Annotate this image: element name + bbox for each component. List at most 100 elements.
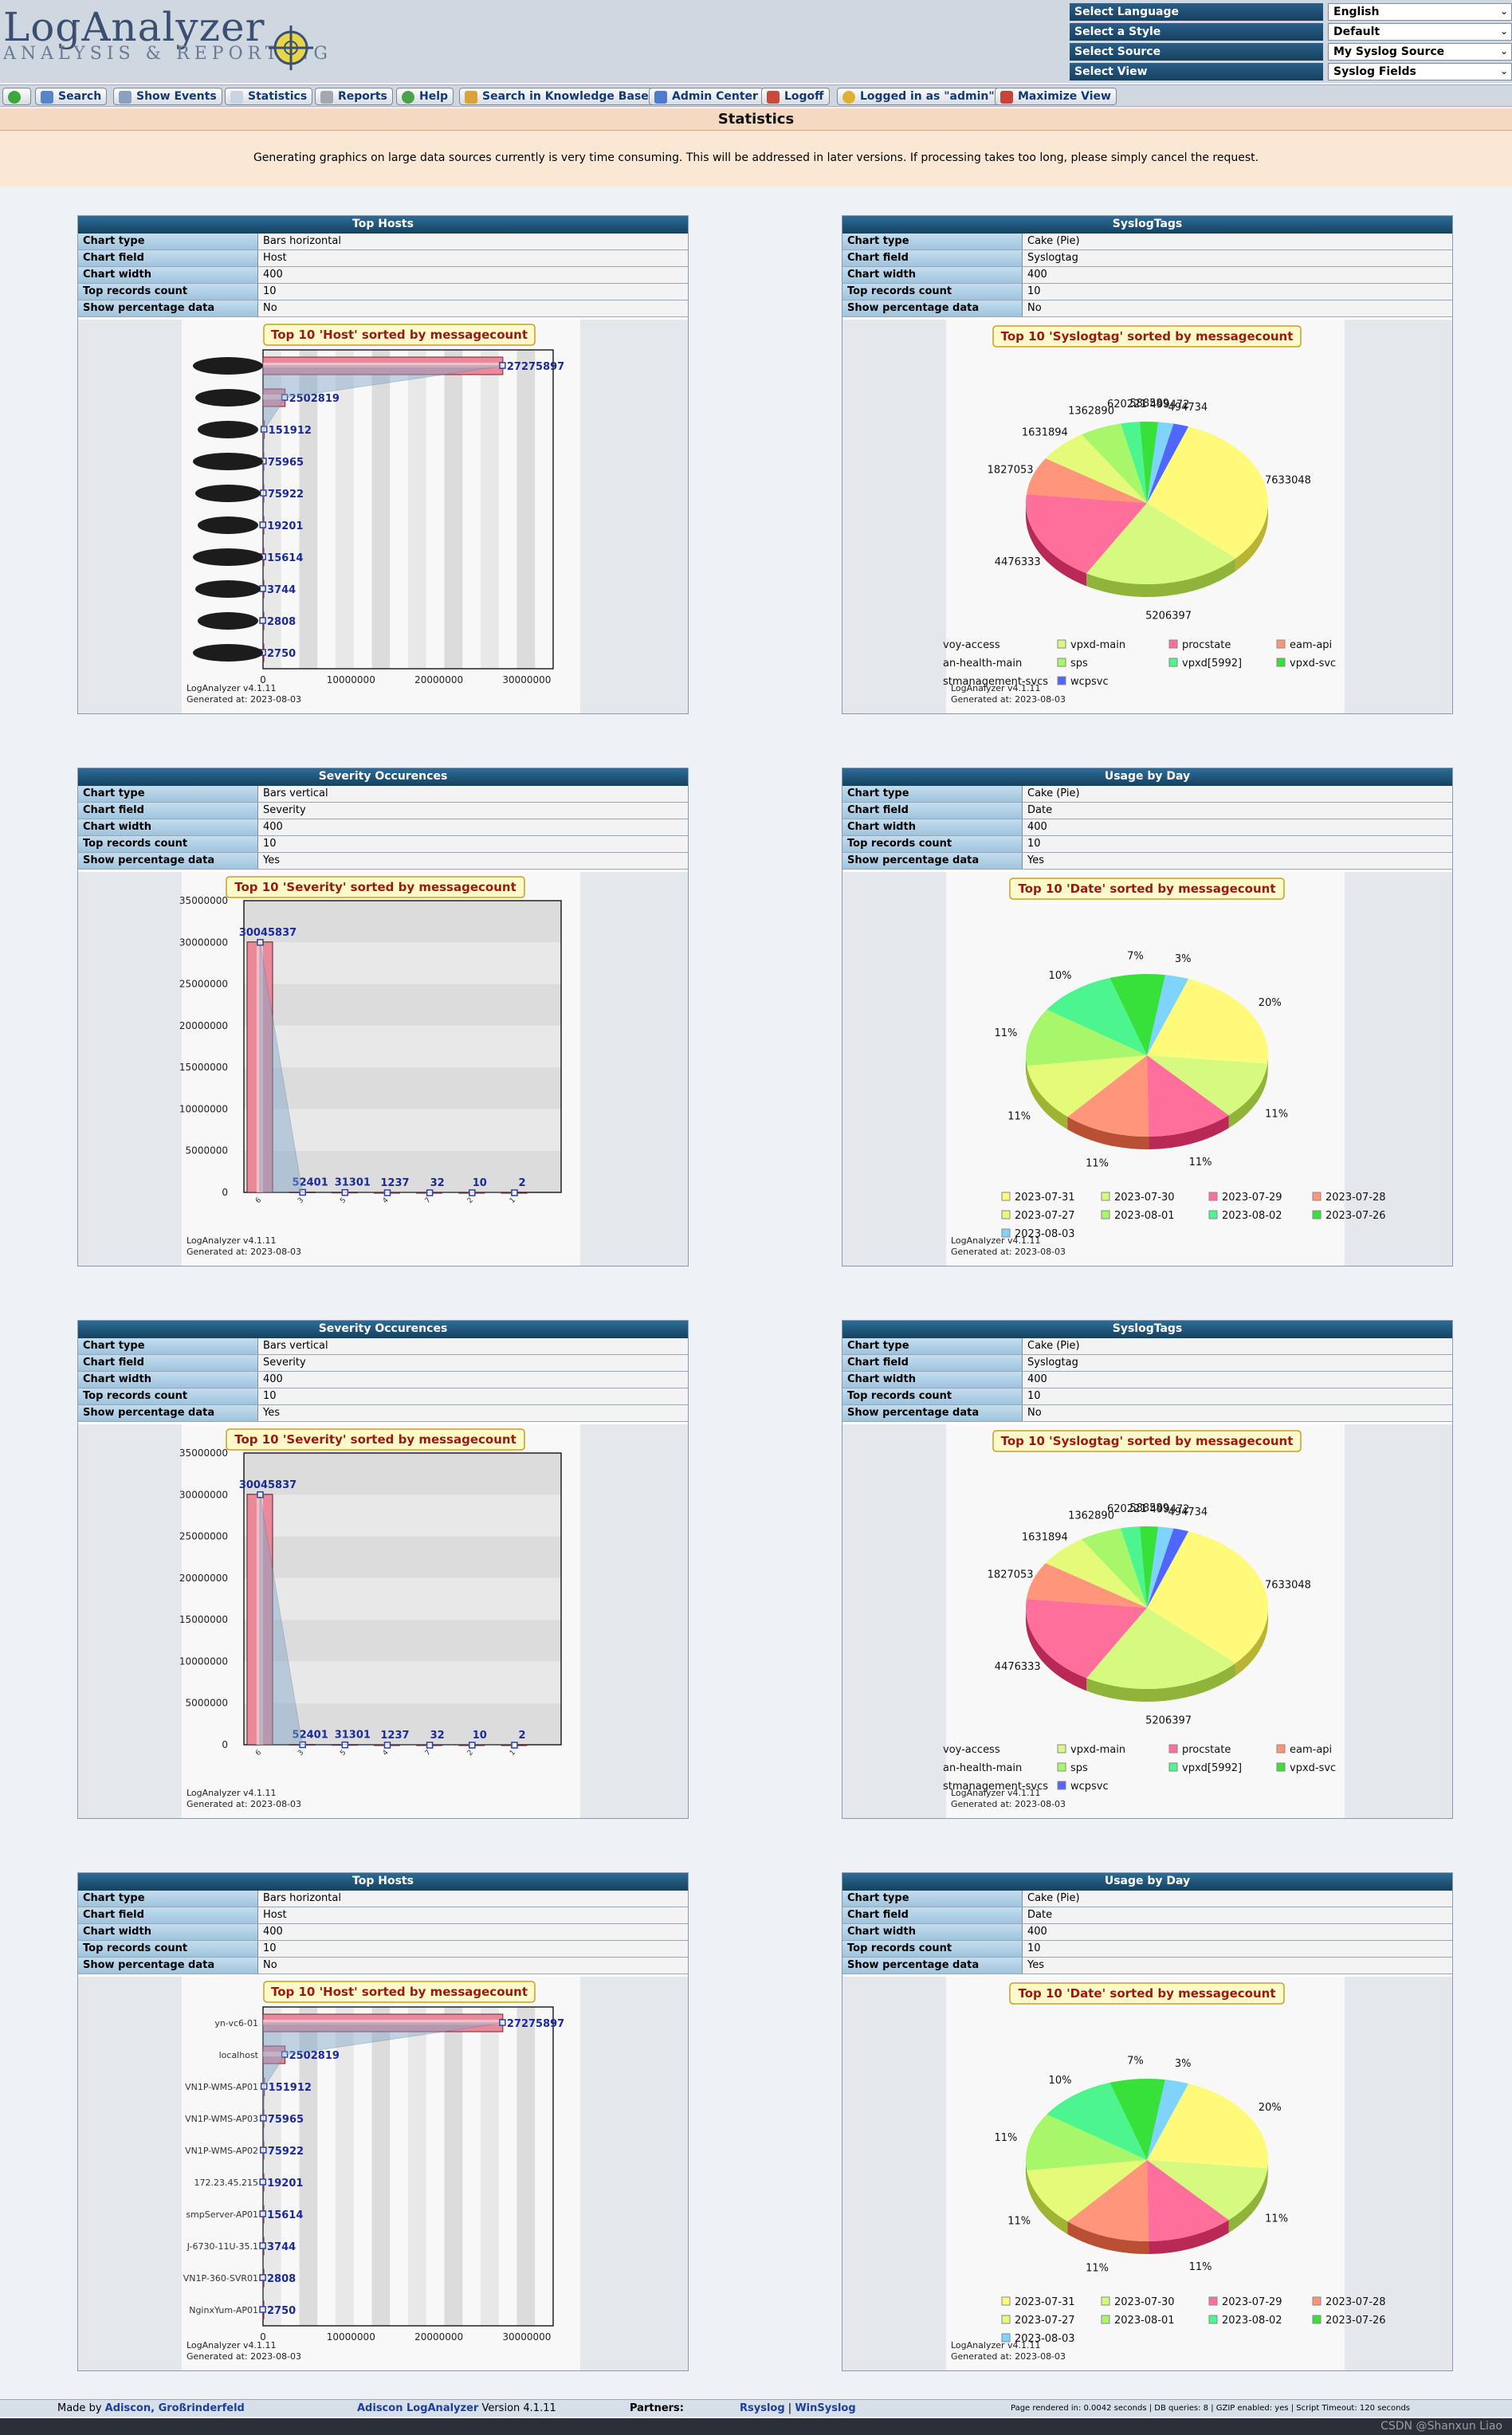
field-label: Top records count (842, 1941, 1023, 1957)
style-label: Select a Style (1070, 23, 1323, 41)
legend-label: 2023-08-02 (1222, 1210, 1282, 1222)
menu-show-events-button[interactable]: Show Events (113, 88, 222, 105)
field-value: Syslogtag (1023, 250, 1452, 266)
panel-field-row: Chart width 400 (78, 1372, 688, 1388)
pie-slice (1045, 434, 1147, 503)
trend-area (259, 1494, 515, 1746)
legend-swatch (1001, 2296, 1011, 2306)
chart-title-box (226, 876, 525, 898)
language-selector: Select Language English ⌄ (1070, 3, 1512, 21)
legend-label: vpxd[5992] (1182, 658, 1242, 670)
field-label: Chart field (78, 250, 258, 266)
grid-stripe (371, 2007, 391, 2326)
panel-field-row: Chart field Severity (78, 803, 688, 819)
pie-slice-label: 20% (1259, 2102, 1282, 2114)
bar-value-label: 15614 (267, 552, 303, 564)
panel-field-row: Chart field Host (78, 1907, 688, 1924)
winsyslog-link[interactable]: WinSyslog (795, 2402, 856, 2414)
pie-slice (1086, 1608, 1236, 1689)
bar-highlight (257, 941, 263, 1192)
redacted-host-label (193, 357, 263, 375)
y-tick-label: 20000000 (179, 1020, 228, 1031)
bar-value-label: 31301 (335, 1730, 371, 1742)
redacted-host-label (198, 516, 258, 534)
menu-maximize-view-button[interactable]: Maximize View (995, 88, 1117, 105)
pie-slice-label: 7% (1127, 950, 1144, 962)
menu-statistics-button[interactable]: Statistics (225, 88, 313, 105)
plot-frame (243, 900, 562, 1193)
statistics-panel: Severity Occurences Chart type Bars vertic… (77, 768, 689, 1267)
panel-field-row: Show percentage data No (842, 300, 1452, 317)
bar-highlight (263, 395, 285, 399)
menu-help-button[interactable]: Help (396, 88, 454, 105)
bar-marker (383, 1189, 391, 1196)
bar-value-label: 32 (430, 1177, 445, 1189)
menu-reports-button[interactable]: Reports (315, 88, 393, 105)
pie-slice (1026, 1563, 1147, 1608)
menu-label: Logoff (784, 90, 824, 103)
menu-admin-center-button[interactable]: Admin Center (649, 88, 764, 105)
bar-marker (499, 362, 506, 369)
pie-slice (1026, 2114, 1147, 2171)
field-value: 400 (1023, 1924, 1452, 1940)
x-tick-label: 20000000 (414, 674, 463, 685)
menu-logoff-button[interactable]: Logoff (761, 88, 830, 105)
pie-slice-side (1267, 1055, 1268, 1077)
footer-made-by: Made by Adiscon, Großrinderfeld (57, 2402, 245, 2414)
redacted-host-label (195, 580, 261, 598)
language-select[interactable]: English ⌄ (1328, 3, 1512, 21)
help-icon (402, 91, 414, 104)
grid-stripe (336, 350, 354, 669)
grid-band (244, 942, 561, 984)
legend-swatch (1208, 2296, 1218, 2306)
legend-swatch (1168, 1744, 1178, 1754)
legend-label: vpxd[5992] (1182, 1762, 1242, 1774)
grid-stripe (408, 350, 426, 669)
field-value: 10 (1023, 1388, 1452, 1404)
view-select[interactable]: Syslog Fields ⌄ (1328, 63, 1512, 81)
style-select[interactable]: Default ⌄ (1328, 23, 1512, 41)
pie-slice-side (1027, 2170, 1068, 2235)
menu-logged-in-button[interactable]: Logged in as "admin" (837, 88, 1000, 105)
field-value: Severity (258, 1355, 688, 1371)
pie-slice-side (1026, 1608, 1087, 1691)
trend-area (262, 365, 503, 654)
bar-value-label: 52401 (293, 1729, 328, 1741)
bar-value-label: 2502819 (289, 393, 340, 405)
pie-slice-side (1026, 1055, 1027, 1079)
grid-stripe (336, 2007, 354, 2326)
chart: Top 10 'Syslogtag' sorted by messagecoun… (943, 320, 1345, 713)
y-tick-label: 5000000 (186, 1145, 228, 1157)
redacted-host-label (195, 485, 261, 502)
pie-slice-label: 499472 (1150, 399, 1190, 411)
home-icon (8, 91, 21, 104)
view-selector: Select View Syslog Fields ⌄ (1070, 63, 1512, 81)
x-tick-label: 10000000 (327, 674, 375, 685)
field-label: Chart width (78, 267, 258, 283)
rsyslog-link[interactable]: Rsyslog (740, 2402, 785, 2414)
bar-value-label: 75965 (268, 457, 304, 469)
category-label: 1 (509, 1749, 517, 1758)
category-label: 4 (382, 1196, 391, 1205)
menu-home-button[interactable] (2, 88, 31, 105)
panel-field-row: Chart field Host (78, 250, 688, 267)
panel-field-row: Top records count 10 (842, 1941, 1452, 1958)
legend-label: 2023-07-27 (1015, 1210, 1075, 1222)
y-tick-label: 30000000 (179, 937, 228, 948)
legend-swatch (1101, 1210, 1110, 1219)
source-select[interactable]: My Syslog Source ⌄ (1328, 43, 1512, 61)
statistics-panel: Usage by Day Chart type Cake (Pie) Chart fi… (842, 768, 1453, 1267)
product-link[interactable]: Adiscon LogAnalyzer (357, 2402, 479, 2414)
y-tick-label: 15000000 (179, 1614, 228, 1625)
field-label: Top records count (842, 284, 1023, 300)
grid-band (244, 1703, 561, 1745)
category-label: localhost (219, 2050, 259, 2060)
chart-footer-generated: Generated at: 2023-08-03 (187, 1247, 301, 1257)
menu-knowledge-base-button[interactable]: Search in Knowledge Base (459, 88, 654, 105)
field-value: Cake (Pie) (1023, 234, 1452, 249)
pie-slice-label: 3% (1175, 2058, 1192, 2070)
adiscon-link[interactable]: Adiscon, Großrinderfeld (104, 2402, 245, 2414)
menu-search-button[interactable]: Search (35, 88, 108, 105)
field-value: Cake (Pie) (1023, 1338, 1452, 1354)
pie-slice (1147, 2160, 1229, 2241)
